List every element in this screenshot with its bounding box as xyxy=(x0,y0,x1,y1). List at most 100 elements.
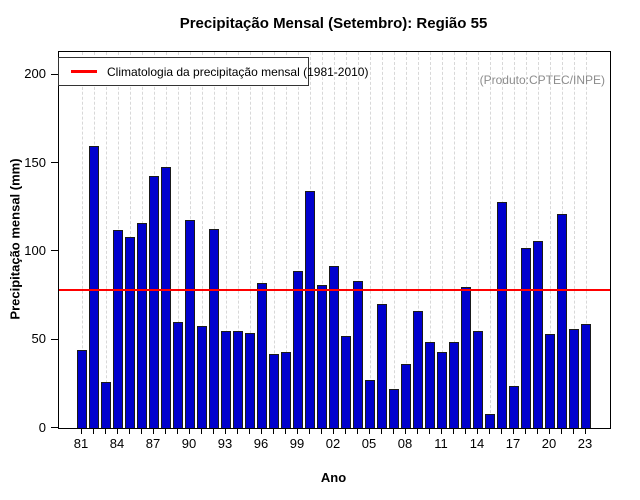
x-tick-2021 xyxy=(561,428,562,434)
gridline-2004 xyxy=(358,52,359,428)
x-tick-label-2023: 23 xyxy=(577,436,593,451)
bar-2000 xyxy=(305,191,315,428)
x-tick-1998 xyxy=(285,428,286,434)
y-tick-50 xyxy=(51,339,58,340)
bar-1984 xyxy=(113,230,123,428)
bar-1997 xyxy=(269,354,279,428)
gridline-1989 xyxy=(178,52,179,428)
gridline-1993 xyxy=(226,52,227,428)
x-tick-label-2008: 08 xyxy=(397,436,413,451)
gridline-1983 xyxy=(106,52,107,428)
y-tick-0 xyxy=(51,427,58,428)
x-tick-1986 xyxy=(141,428,142,434)
watermark-text: (Produto:CPTEC/INPE) xyxy=(479,73,605,87)
x-tick-2000 xyxy=(309,428,310,434)
gridline-2011 xyxy=(442,52,443,428)
bar-2010 xyxy=(425,342,435,428)
gridline-2006 xyxy=(382,52,383,428)
x-tick-label-1996: 96 xyxy=(253,436,269,451)
gridline-1991 xyxy=(202,52,203,428)
bar-2016 xyxy=(497,202,507,428)
gridline-2009 xyxy=(418,52,419,428)
bar-1981 xyxy=(77,350,87,428)
bar-1993 xyxy=(221,331,231,428)
bar-1991 xyxy=(197,326,207,428)
bar-1985 xyxy=(125,237,135,428)
gridline-2001 xyxy=(322,52,323,428)
gridline-2012 xyxy=(454,52,455,428)
bar-2020 xyxy=(545,334,555,428)
bar-1988 xyxy=(161,167,171,428)
x-tick-2014 xyxy=(477,428,478,434)
bar-2008 xyxy=(401,364,411,428)
x-tick-2002 xyxy=(333,428,334,434)
x-tick-1991 xyxy=(201,428,202,434)
chart-title: Precipitação Mensal (Setembro): Região 5… xyxy=(179,15,488,32)
gridline-1997 xyxy=(274,52,275,428)
y-tick-label-100: 100 xyxy=(24,243,46,258)
gridline-2014 xyxy=(478,52,479,428)
gridline-1981 xyxy=(82,52,83,428)
y-tick-label-50: 50 xyxy=(31,331,46,346)
y-tick-200 xyxy=(51,74,58,75)
bar-1986 xyxy=(137,223,147,428)
bar-2005 xyxy=(365,380,375,428)
y-axis-title: Precipitação mensal (mm) xyxy=(7,158,23,320)
y-tick-label-0: 0 xyxy=(38,420,46,435)
bar-1998 xyxy=(281,352,291,428)
bar-1999 xyxy=(293,271,303,428)
x-tick-1993 xyxy=(225,428,226,434)
gridline-1994 xyxy=(238,52,239,428)
bar-1994 xyxy=(233,331,243,428)
legend-label: Climatologia da precipitação mensal (198… xyxy=(107,64,369,79)
x-tick-1990 xyxy=(189,428,190,434)
x-tick-label-2002: 02 xyxy=(325,436,341,451)
x-tick-2010 xyxy=(429,428,430,434)
x-tick-1983 xyxy=(105,428,106,434)
x-axis-title: Ano xyxy=(320,470,347,485)
gridline-2020 xyxy=(550,52,551,428)
x-tick-label-1993: 93 xyxy=(217,436,233,451)
bar-2015 xyxy=(485,414,495,428)
x-tick-2013 xyxy=(465,428,466,434)
gridline-1995 xyxy=(250,52,251,428)
bar-1996 xyxy=(257,283,267,428)
bar-2006 xyxy=(377,304,387,428)
x-tick-2012 xyxy=(453,428,454,434)
bar-2019 xyxy=(533,241,543,428)
x-tick-2023 xyxy=(585,428,586,434)
x-tick-label-1999: 99 xyxy=(289,436,305,451)
x-tick-2009 xyxy=(417,428,418,434)
x-tick-2008 xyxy=(405,428,406,434)
bar-2009 xyxy=(413,311,423,428)
x-tick-2020 xyxy=(549,428,550,434)
x-tick-1984 xyxy=(117,428,118,434)
x-tick-2016 xyxy=(501,428,502,434)
bar-1989 xyxy=(173,322,183,428)
bar-2013 xyxy=(461,287,471,428)
x-tick-1988 xyxy=(165,428,166,434)
gridline-2007 xyxy=(394,52,395,428)
legend-line-swatch xyxy=(71,70,97,73)
gridline-2022 xyxy=(574,52,575,428)
bar-1995 xyxy=(245,333,255,428)
gridline-2018 xyxy=(526,52,527,428)
x-tick-2005 xyxy=(369,428,370,434)
x-tick-2011 xyxy=(441,428,442,434)
x-tick-2022 xyxy=(573,428,574,434)
gridline-2003 xyxy=(346,52,347,428)
gridline-1996 xyxy=(262,52,263,428)
x-tick-label-2017: 17 xyxy=(505,436,521,451)
gridline-2023 xyxy=(586,52,587,428)
x-tick-label-2011: 11 xyxy=(434,436,448,451)
bar-1983 xyxy=(101,382,111,428)
bar-2023 xyxy=(581,324,591,428)
gridline-2005 xyxy=(370,52,371,428)
bar-2012 xyxy=(449,342,459,428)
gridline-1999 xyxy=(298,52,299,428)
bar-1992 xyxy=(209,229,219,428)
bar-2002 xyxy=(329,266,339,428)
x-tick-1999 xyxy=(297,428,298,434)
bar-2014 xyxy=(473,331,483,428)
